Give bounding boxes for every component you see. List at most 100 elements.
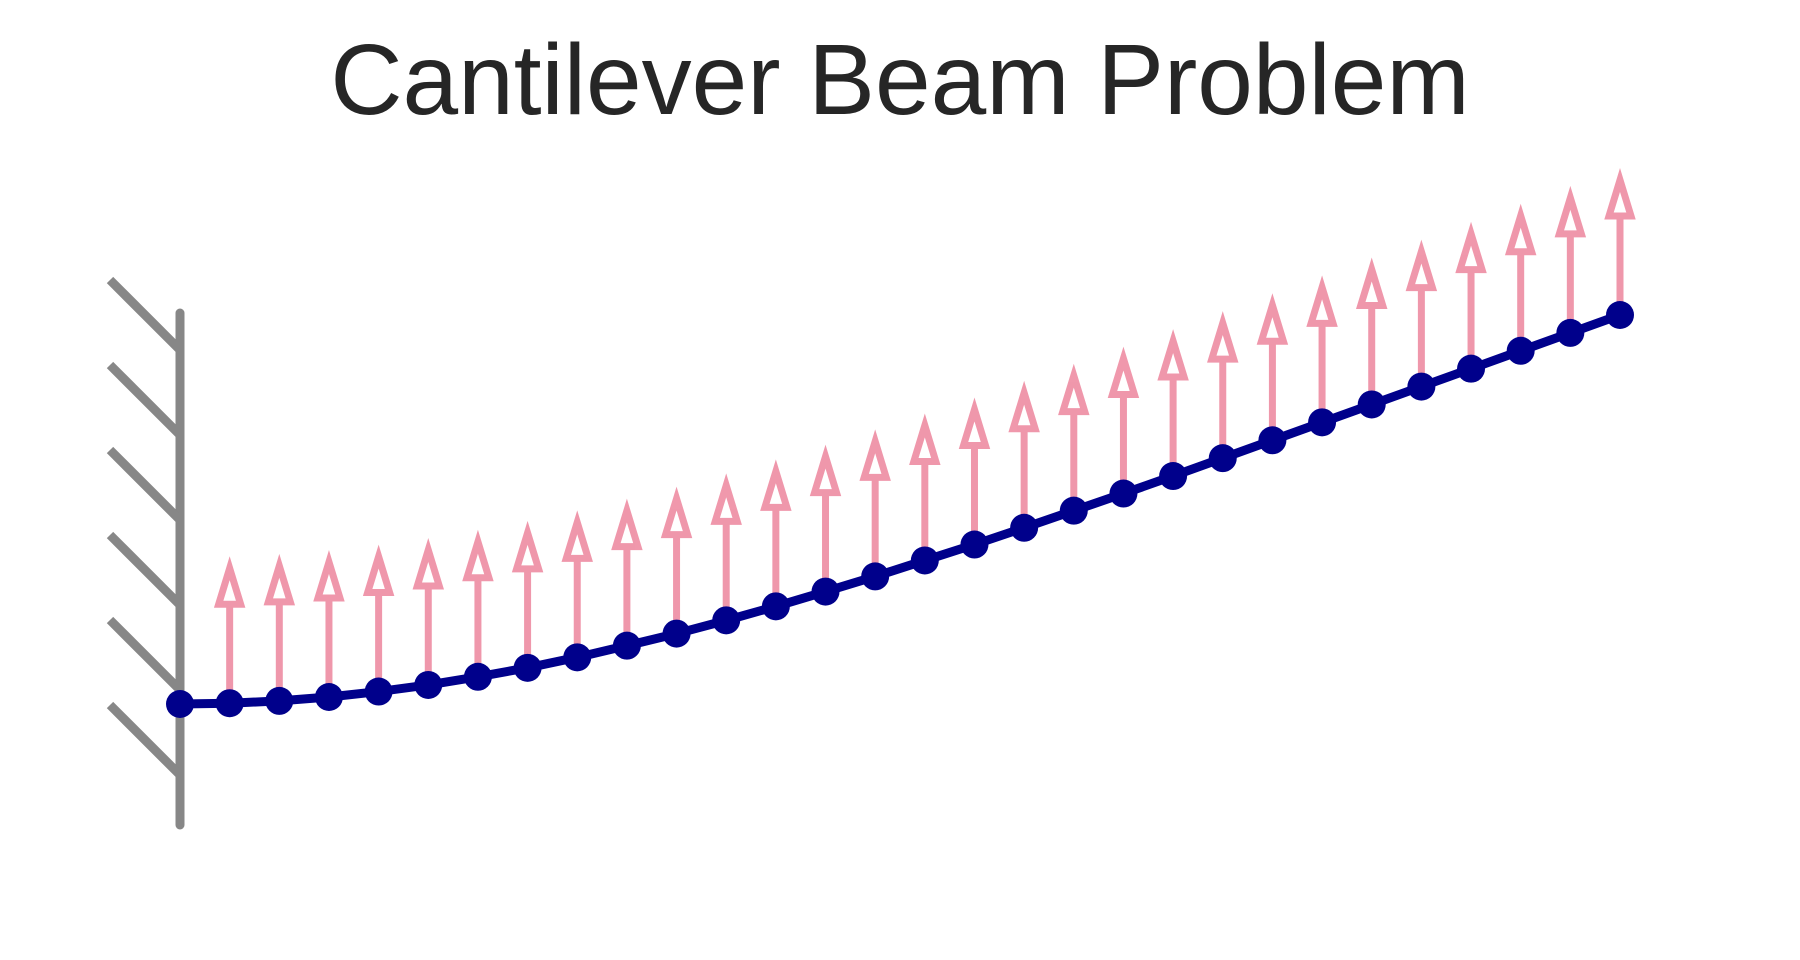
load-arrow <box>710 473 742 621</box>
load-arrow-head <box>611 498 643 551</box>
load-arrow <box>660 486 693 634</box>
beam-node <box>662 619 691 648</box>
beam-node <box>712 606 741 635</box>
support-hatch-line <box>106 446 184 524</box>
load-arrow-head <box>809 444 842 497</box>
load-arrow <box>1207 311 1239 459</box>
load-arrow <box>809 444 842 592</box>
support-hatch-line <box>106 531 184 609</box>
load-arrow <box>1107 346 1140 494</box>
load-arrow <box>958 397 991 545</box>
beam-node <box>761 592 790 621</box>
beam-node <box>612 631 641 660</box>
load-arrow-head <box>362 544 395 597</box>
load-arrow-head <box>958 397 991 450</box>
load-arrow-head <box>462 529 494 582</box>
load-arrow <box>412 537 445 685</box>
load-arrow-head <box>1604 168 1636 220</box>
beam-node <box>811 577 840 606</box>
load-arrow-head <box>1107 346 1140 399</box>
load-arrow-head <box>263 553 296 606</box>
load-arrow <box>611 498 643 646</box>
beam-node <box>1606 301 1634 329</box>
beam-node <box>1556 318 1585 347</box>
load-arrow <box>1157 329 1189 477</box>
load-arrow <box>462 529 494 677</box>
load-arrow <box>263 553 296 701</box>
load-arrow-head <box>561 510 593 562</box>
beam-node <box>1010 513 1039 542</box>
load-arrow-head <box>213 556 246 608</box>
beam-node <box>314 682 343 711</box>
load-arrow-head <box>1504 203 1537 256</box>
load-arrow-head <box>1157 329 1189 381</box>
beam-node <box>1109 479 1138 508</box>
load-arrow <box>1355 257 1388 405</box>
beam-node <box>1059 496 1088 525</box>
beam-node <box>463 662 492 691</box>
beam-node <box>513 653 542 682</box>
beam-node <box>364 677 393 706</box>
beam <box>166 301 1634 718</box>
load-arrow-head <box>1207 311 1239 363</box>
support-hatch-line <box>106 701 184 779</box>
load-arrow-head <box>710 473 742 525</box>
beam-node <box>960 530 989 559</box>
load-arrow-head <box>1008 380 1040 433</box>
load-arrow <box>313 550 345 697</box>
load-arrow <box>213 556 246 704</box>
beam-node <box>1506 336 1535 365</box>
load-arrow-head <box>859 429 891 481</box>
support-hatch-line <box>106 616 184 694</box>
load-arrow-head <box>313 550 345 602</box>
load-arrow <box>511 520 544 668</box>
load-arrow <box>1554 185 1587 333</box>
beam-node <box>166 690 194 718</box>
beam-node <box>414 670 443 699</box>
beam-node <box>265 686 294 715</box>
beam-node <box>1208 444 1237 473</box>
load-arrow-head <box>760 459 792 511</box>
load-arrow <box>1058 363 1090 511</box>
distributed-load <box>213 168 1636 704</box>
load-arrow-head <box>1256 293 1289 345</box>
support-hatch-line <box>106 361 184 439</box>
fixed-support <box>106 276 185 830</box>
load-arrow-head <box>1554 185 1587 238</box>
page-title: Cantilever Beam Problem <box>330 24 1470 136</box>
load-arrow <box>760 459 792 607</box>
load-arrow <box>1604 168 1636 315</box>
load-arrow <box>561 510 593 658</box>
load-arrow-head <box>1355 257 1388 309</box>
beam-node <box>1407 372 1436 401</box>
beam-node <box>910 546 939 575</box>
beam-node <box>1258 426 1287 455</box>
load-arrow <box>1455 221 1487 369</box>
load-arrow <box>1504 203 1537 351</box>
beam-node <box>1357 390 1386 419</box>
load-arrow <box>1008 380 1040 528</box>
load-arrow <box>1405 239 1438 387</box>
support-hatch-line <box>106 276 184 354</box>
load-arrow <box>1306 275 1338 423</box>
beam-node <box>215 689 244 718</box>
load-arrow-head <box>1058 363 1090 416</box>
load-arrow <box>909 413 941 561</box>
beam-node <box>1308 408 1337 437</box>
beam-node <box>861 562 890 591</box>
beam-line <box>179 310 1622 709</box>
load-arrow <box>859 429 891 577</box>
load-arrow-head <box>412 537 445 590</box>
beam-node <box>1159 462 1188 491</box>
load-arrow <box>362 544 395 692</box>
load-arrow-head <box>1455 221 1487 274</box>
load-arrow-head <box>1405 239 1438 292</box>
load-arrow-head <box>511 520 544 573</box>
load-arrow <box>1256 293 1289 441</box>
load-arrow-head <box>660 486 693 539</box>
beam-node <box>563 643 592 672</box>
load-arrow-head <box>1306 275 1338 327</box>
beam-node <box>1457 354 1486 383</box>
load-arrow-head <box>909 413 941 465</box>
